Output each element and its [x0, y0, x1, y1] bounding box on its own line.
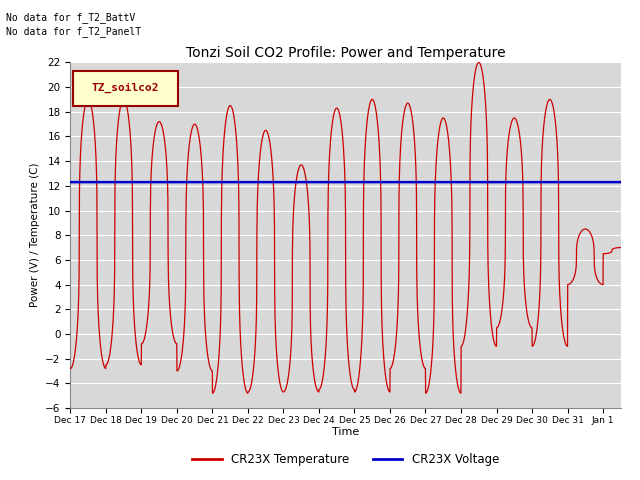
X-axis label: Time: Time — [332, 427, 359, 437]
Text: No data for f_T2_BattV: No data for f_T2_BattV — [6, 12, 136, 23]
Text: No data for f_T2_PanelT: No data for f_T2_PanelT — [6, 26, 141, 37]
FancyBboxPatch shape — [73, 71, 178, 106]
Legend: CR23X Temperature, CR23X Voltage: CR23X Temperature, CR23X Voltage — [188, 449, 504, 471]
Text: TZ_soilco2: TZ_soilco2 — [92, 83, 159, 94]
Title: Tonzi Soil CO2 Profile: Power and Temperature: Tonzi Soil CO2 Profile: Power and Temper… — [186, 46, 506, 60]
Y-axis label: Power (V) / Temperature (C): Power (V) / Temperature (C) — [29, 163, 40, 308]
